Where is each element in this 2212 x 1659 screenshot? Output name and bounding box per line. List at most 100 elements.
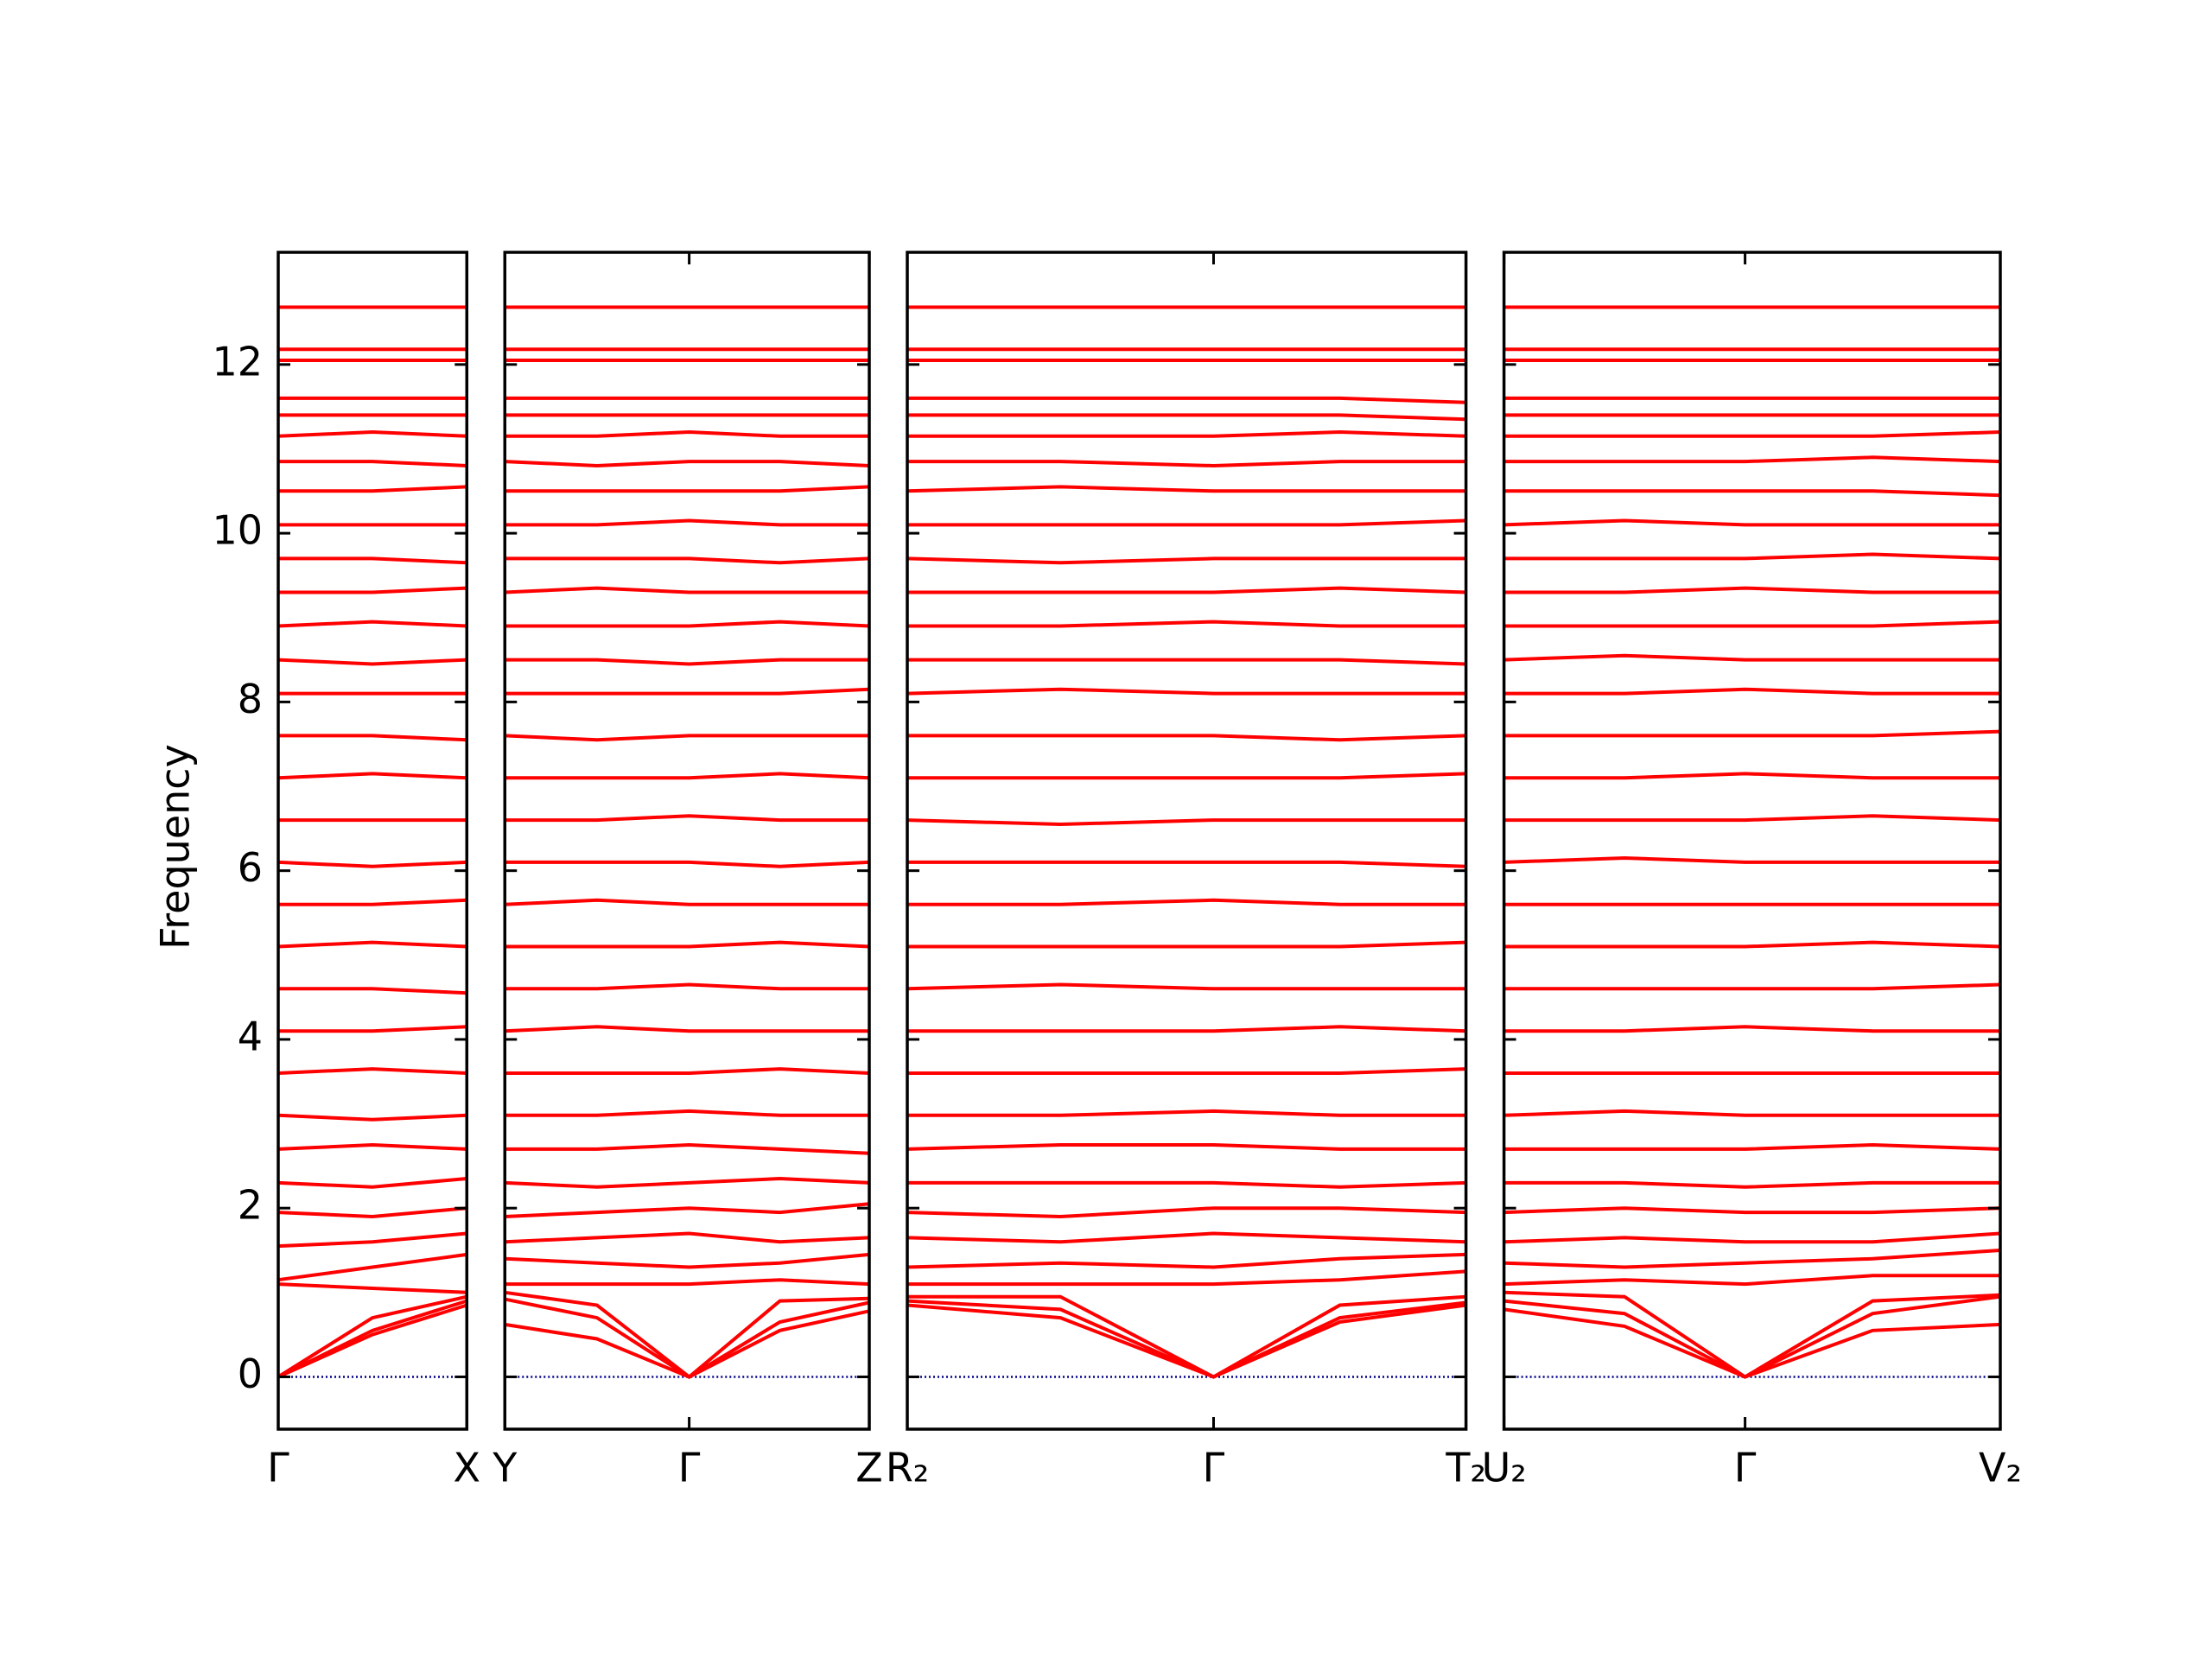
band-line [278,460,467,467]
band-line [1503,1180,2000,1189]
band-line [1503,1290,2001,1379]
band-line [504,1297,870,1379]
band-line [505,518,869,527]
band-line [505,1142,870,1155]
y-tick-label: 2 [238,1182,263,1229]
band-line [907,1067,1466,1075]
band-line [505,982,869,991]
y-tick-label: 4 [238,1013,263,1059]
band-line [1503,1231,2001,1244]
x-tick-label: Γ [1203,1445,1225,1491]
band-line [277,1299,467,1379]
band-line [277,860,467,868]
band-line [278,898,467,906]
band-line [907,860,1466,868]
band-line [1503,1142,2001,1151]
band-line [906,687,1466,696]
band-line [907,1025,1466,1033]
band-line [505,556,870,565]
band-line [505,940,870,949]
band-line [906,485,1466,493]
band-line [277,1282,467,1294]
band-line [505,814,869,823]
panel-frame [276,251,469,1431]
panel-frame [503,251,871,1431]
y-tick-label: 6 [238,844,263,891]
band-line [505,460,870,468]
band-line [906,1206,1466,1219]
band-line [505,1252,870,1269]
band-line [1503,586,2000,594]
band-line [277,1142,467,1151]
band-line [1503,518,2000,527]
band-line [1503,729,2001,738]
band-line [505,1278,870,1287]
band-line [907,772,1466,780]
band-line [505,772,870,780]
y-axis-label: Frequency [152,744,199,950]
band-line [505,1231,870,1244]
band-line [1503,772,2000,780]
band-line [1503,940,2001,949]
band-line [277,429,467,438]
band-line [505,1109,869,1117]
x-tick-label: R₂ [886,1445,929,1491]
band-line [277,1177,467,1189]
y-tick-label: 8 [238,676,263,722]
band-line [505,1290,870,1380]
band-line [278,987,467,995]
band-line [907,429,1466,438]
band-line [906,818,1466,827]
band-line [907,1109,1466,1117]
band-line [278,485,467,493]
band-line [1503,1109,2000,1117]
x-tick-label: Γ [267,1445,289,1491]
x-tick-label: Γ [678,1445,701,1491]
band-line [907,413,1466,422]
y-tick-label: 10 [212,507,263,554]
band-line [906,1252,1466,1269]
band-line [505,485,870,493]
band-line [906,556,1466,565]
band-line [505,620,870,628]
band-line [907,940,1466,949]
panel-frame [906,251,1468,1431]
band-line [1503,552,2001,561]
y-tick-label: 12 [212,338,263,385]
band-line [277,1067,467,1075]
band-line [278,586,467,594]
band-line [277,1303,467,1379]
band-line [278,1025,467,1033]
band-line [277,1206,467,1219]
x-tick-label: Γ [1734,1445,1757,1491]
band-line [1503,1274,2000,1287]
band-line [907,460,1466,468]
panel-frame [1502,251,2002,1431]
x-tick-label: Z [855,1445,883,1491]
band-line [907,586,1466,594]
band-line [1503,455,2001,464]
band-line [1503,1206,2001,1215]
band-line [1503,1294,2001,1379]
band-line [907,658,1466,666]
band-line [505,429,869,438]
band-line [277,1231,467,1249]
band-line [1503,620,2001,628]
band-line [907,734,1466,742]
x-tick-label: T₂ [1445,1445,1486,1491]
x-tick-label: Y [492,1445,518,1491]
band-line [1503,653,2000,662]
band-line [505,1202,870,1218]
band-line [277,620,467,628]
band-line [277,1252,467,1282]
x-tick-label: V₂ [1979,1445,2022,1491]
band-line [278,734,467,742]
band-line [1503,1307,2001,1379]
band-line [505,586,869,594]
band-line [907,898,1466,906]
band-line [1503,1025,2000,1033]
band-line [1503,1249,2001,1269]
band-line [907,1180,1466,1189]
band-line [1503,814,2001,823]
